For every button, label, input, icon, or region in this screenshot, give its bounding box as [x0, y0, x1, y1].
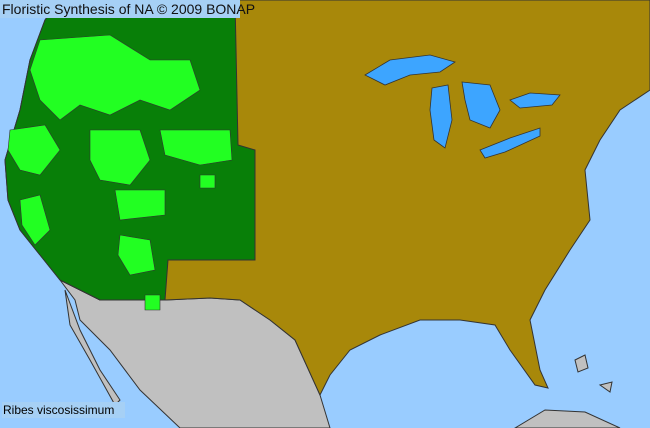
- great-lakes: [364, 54, 561, 159]
- bahamas: [574, 354, 613, 393]
- cuba: [514, 409, 621, 428]
- species-label: Ribes viscosissimum: [2, 402, 125, 418]
- present-counties: [7, 34, 233, 311]
- map-title: Floristic Synthesis of NA © 2009 BONAP: [0, 0, 256, 18]
